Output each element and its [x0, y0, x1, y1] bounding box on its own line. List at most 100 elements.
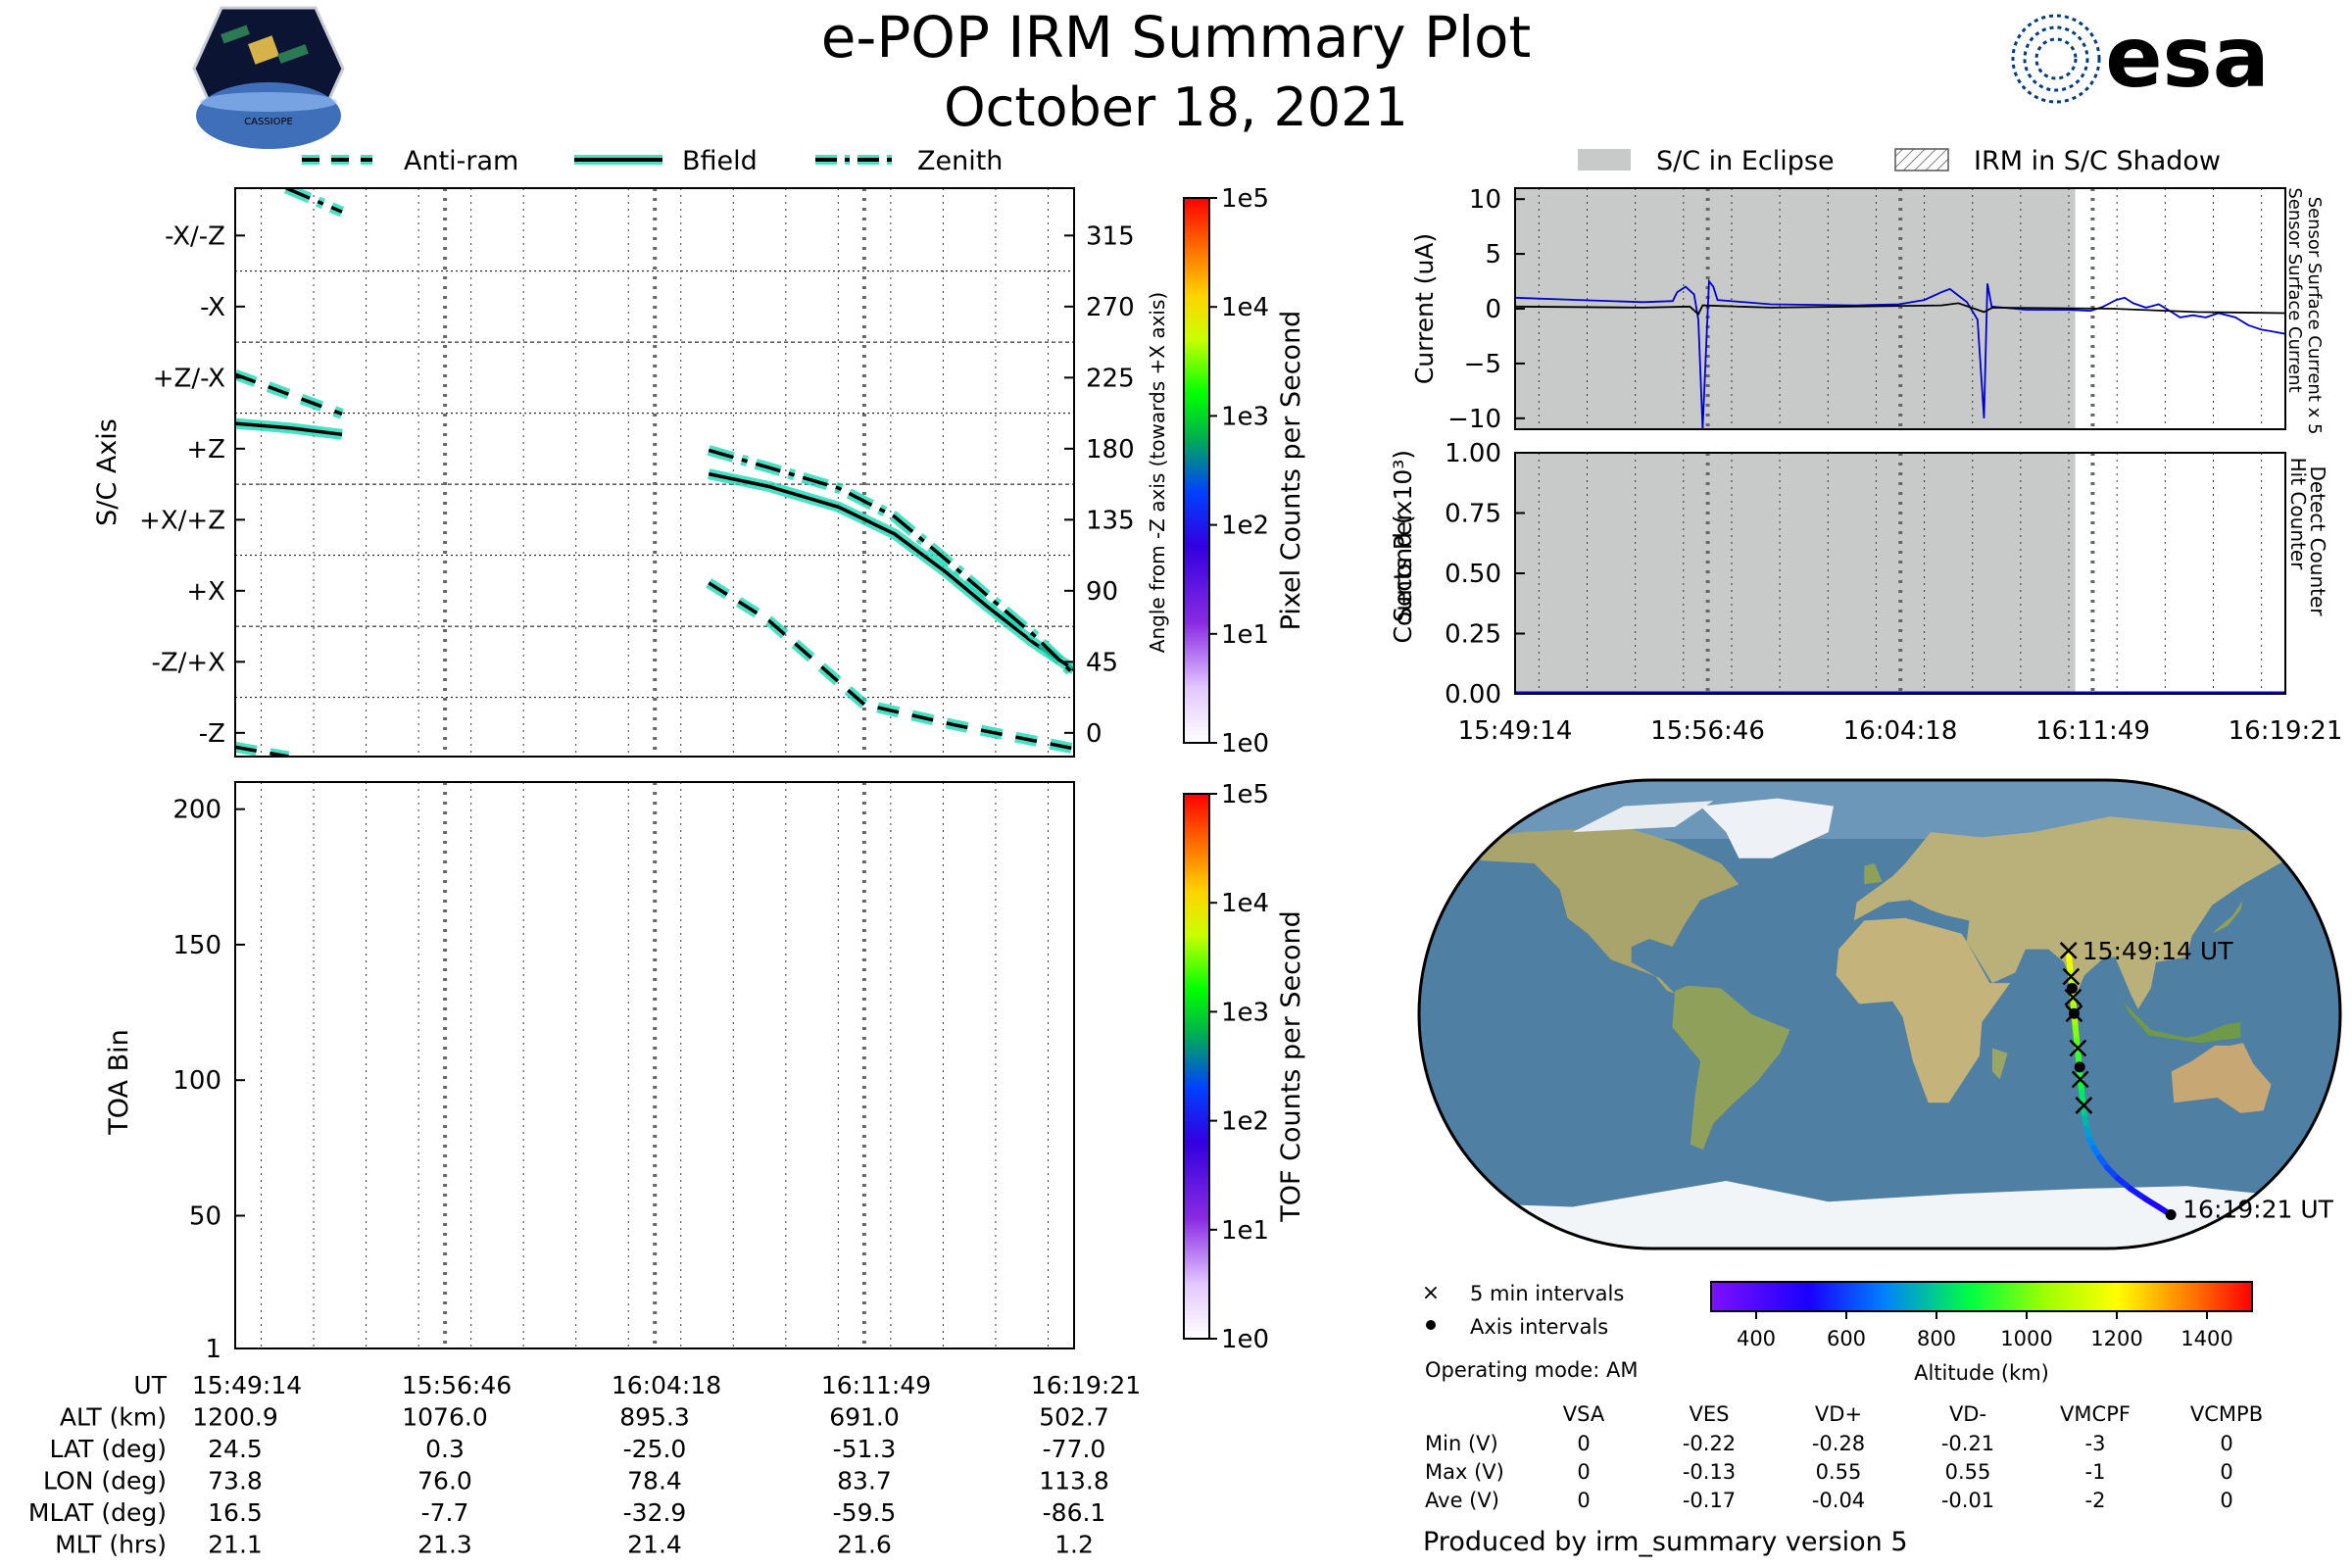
current-ylabel: Current (uA)	[1410, 233, 1439, 384]
counts-vertical-grid	[1538, 453, 2263, 694]
sc-axis-angle-label: Angle from -Z axis (towards +X axis)	[1146, 292, 1169, 653]
track-dot-marker	[2074, 1061, 2085, 1073]
map-ground-track	[2065, 947, 2175, 1218]
y-tick-label: 0.50	[1445, 560, 1501, 589]
track-dot-marker	[2066, 982, 2078, 994]
counts-y2label-top: Detect Counter	[2306, 466, 2329, 617]
voltage-row-label: Ave (V)	[1425, 1489, 1499, 1512]
ephemeris-cell: -32.9	[623, 1498, 687, 1527]
voltage-cell: 0	[2220, 1432, 2232, 1455]
current-y-ticks: 10 5 0 −5 −10	[1447, 185, 1525, 434]
colorbar-tick-label: 1e3	[1221, 998, 1269, 1027]
legend-bfield-label: Bfield	[682, 146, 758, 176]
esa-logo: esa	[2011, 9, 2270, 107]
current-series	[1515, 278, 2285, 429]
ephemeris-cell: 21.4	[627, 1531, 682, 1559]
current-y2label-bottom: Sensor Surface Current	[2284, 187, 2305, 392]
voltage-cell: -0.22	[1683, 1432, 1736, 1455]
tof-counts-colorbar: 1e0 1e1 1e2 1e3 1e4 1e5 TOF Counts per Second	[1183, 780, 1306, 1354]
voltage-header: VMCPF	[2060, 1402, 2131, 1426]
map-continent-madagascar	[1991, 1048, 2008, 1080]
track-cross-marker	[2071, 1070, 2089, 1089]
track-cross-marker	[2062, 967, 2081, 986]
colorbar-tick-label: 1e5	[1221, 184, 1269, 214]
voltage-header: VCMPB	[2190, 1402, 2263, 1426]
counts-y2label-bottom: Hit Counter	[2286, 458, 2310, 570]
counts-x-ticks: 15:49:14 15:56:46 16:04:18 16:11:49 16:19:21	[1458, 716, 2343, 746]
y-tick-label: 0.00	[1445, 680, 1501, 710]
ephemeris-cell: 502.7	[1039, 1403, 1109, 1432]
y-tick-label: -Z/+X	[151, 648, 225, 677]
ephemeris-cell: 16:11:49	[821, 1371, 931, 1399]
page-date: October 18, 2021	[944, 76, 1408, 138]
ephemeris-cell: 691.0	[829, 1403, 900, 1432]
y-tick-label: −5	[1464, 350, 1501, 379]
map-end-label: 16:19:21 UT	[2182, 1195, 2334, 1223]
colorbar-tick-label: 1e4	[1221, 889, 1269, 918]
sc-axis-y-ticks: -X/-Z -X +Z/-X +Z +X/+Z +X -Z/+X -Z	[139, 221, 245, 749]
series-zenith-line	[285, 188, 343, 214]
sc-axis-plot-frame	[234, 187, 1075, 758]
legend-anti-ram-label: Anti-ram	[404, 146, 518, 176]
x-tick-label: 16:19:21	[2229, 716, 2343, 746]
track-dot-marker	[2068, 1007, 2080, 1019]
y-tick-label: -X/-Z	[165, 221, 225, 251]
tof-counts-colorbar-label: TOF Counts per Second	[1276, 910, 1306, 1223]
colorbar-tick-label: 1e2	[1221, 1107, 1269, 1137]
ephemeris-cell: -25.0	[623, 1435, 687, 1463]
voltage-cell: -3	[2085, 1432, 2106, 1455]
y-tick-label: -X	[200, 293, 225, 322]
voltage-cell: -0.13	[1683, 1460, 1736, 1484]
series-bfield-line	[708, 471, 1074, 671]
map-frame	[1417, 778, 2342, 1250]
y-tick-label: -Z	[199, 719, 225, 749]
voltage-cell: -0.01	[1941, 1489, 1994, 1512]
series-anti-ram-line	[235, 745, 289, 757]
colorbar-tick-label: 1e3	[1221, 402, 1269, 431]
voltage-row-label: Min (V)	[1425, 1432, 1498, 1455]
series-bfield-line	[235, 421, 343, 437]
colorbar-tick-label: 1e0	[1221, 1325, 1269, 1354]
colorbar-tick-label: 1e2	[1221, 512, 1269, 541]
angle-tick-label: 225	[1086, 364, 1135, 393]
legend-5min-label: 5 min intervals	[1470, 1282, 1624, 1305]
counts-ylabel-line2: Second (x10³)	[1389, 450, 1417, 622]
voltage-header: VD-	[1949, 1402, 1986, 1426]
voltage-cell: -0.21	[1941, 1432, 1994, 1455]
map-start-label: 15:49:14 UT	[2082, 937, 2234, 965]
altitude-tick-label: 1200	[2090, 1327, 2142, 1350]
series-current	[1515, 302, 2285, 317]
voltage-header: VD+	[1815, 1402, 1862, 1426]
counts-ylabel: Counts Per Second (x10³)	[1389, 450, 1417, 644]
ephemeris-cell: 21.1	[208, 1531, 263, 1559]
series-current-x5	[1515, 278, 2285, 429]
map-continent-eurasia	[1853, 816, 2340, 1009]
ground-track-map: 15:49:14 UT 16:19:21 UT	[1417, 778, 2342, 1250]
ephemeris-row-label: ALT (km)	[60, 1403, 167, 1432]
map-continent-indonesia	[2123, 1001, 2241, 1044]
voltage-cell: 0	[1577, 1460, 1590, 1484]
ephemeris-cell: 1076.0	[402, 1403, 487, 1432]
pixel-counts-colorbar: 1e0 1e1 1e2 1e3 1e4 1e5 Pixel Counts per Seco…	[1183, 184, 1306, 759]
cassiope-logo-text: CASSIOPE	[244, 117, 293, 127]
y-tick-label: −10	[1447, 405, 1501, 434]
voltage-cell: 0	[2220, 1489, 2232, 1512]
ephemeris-cell: 1.2	[1054, 1531, 1094, 1559]
ephemeris-row-label: LON (deg)	[43, 1467, 167, 1495]
map-continent-greenland	[1700, 798, 1834, 858]
ephemeris-cell: -7.7	[421, 1498, 469, 1527]
ephemeris-cell: 15:56:46	[402, 1371, 512, 1399]
map-continent-australia	[2171, 1043, 2272, 1113]
altitude-tick-label: 400	[1737, 1327, 1776, 1350]
ephemeris-row-label: MLAT (deg)	[28, 1498, 167, 1527]
series-bfield-glow	[708, 468, 1074, 674]
angle-tick-label: 0	[1086, 719, 1102, 749]
current-legend: S/C in Eclipse IRM in S/C Shadow	[1578, 146, 2221, 176]
footer-version: Produced by irm_summary version 5	[1423, 1527, 1908, 1557]
ephemeris-cell: 83.7	[837, 1467, 892, 1495]
voltage-cell: 0	[1577, 1489, 1590, 1512]
y-tick-label: 1.00	[1445, 439, 1501, 468]
legend-eclipse-swatch	[1578, 149, 1631, 171]
